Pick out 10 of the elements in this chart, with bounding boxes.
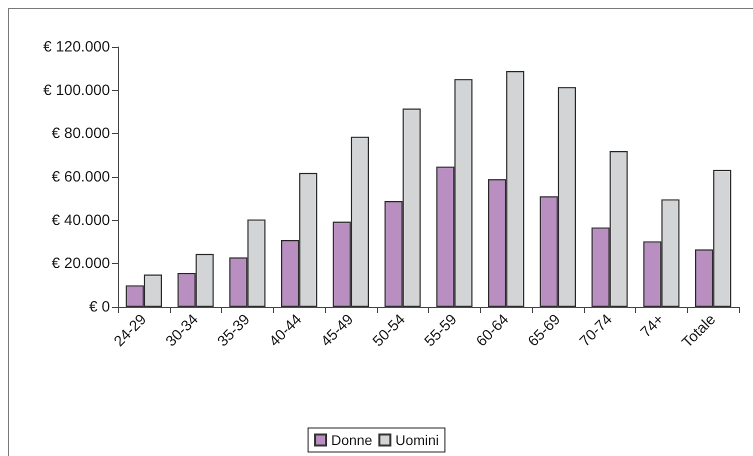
y-tick-label: € 120.000	[43, 38, 110, 56]
x-tick-label: 74+	[637, 310, 668, 341]
y-tick-label: € 100.000	[43, 82, 110, 99]
y-tick-label: € 40.000	[52, 212, 110, 229]
y-tick-label: € 20.000	[52, 255, 110, 272]
legend-label: Uomini	[395, 432, 439, 448]
y-tick-label: € 60.000	[52, 168, 110, 186]
legend-label: Donne	[331, 432, 373, 448]
y-tick-label: € 0	[89, 298, 110, 316]
y-tick-label: € 80.000	[52, 125, 110, 142]
